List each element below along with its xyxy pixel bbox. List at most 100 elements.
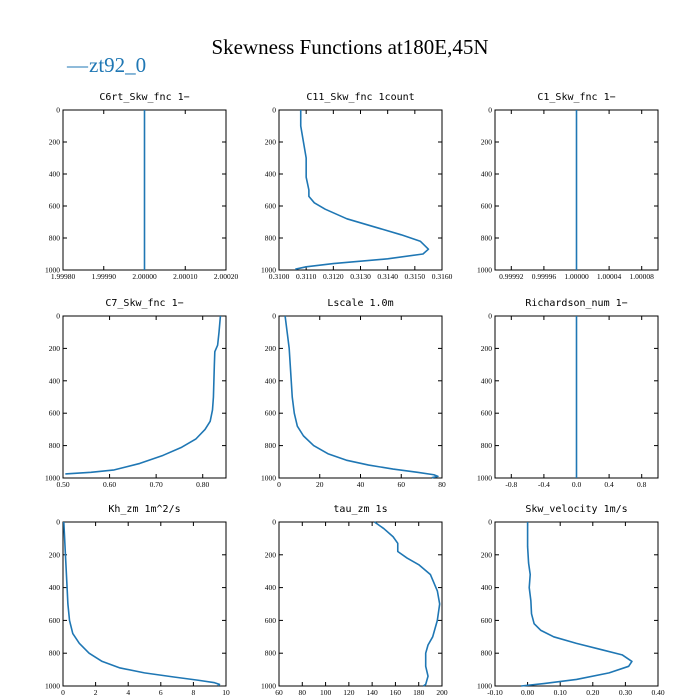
x-tick-label: 0.3160	[432, 272, 453, 281]
y-tick-label: 1000	[477, 682, 492, 691]
x-tick-label: 0.80	[196, 480, 209, 489]
y-tick-label: 0	[56, 518, 60, 527]
y-tick-label: 200	[265, 344, 277, 353]
panel-title: Skw_velocity 1m/s	[525, 504, 627, 515]
y-tick-label: 0	[272, 312, 276, 321]
y-tick-label: 600	[481, 616, 493, 625]
x-tick-label: 0.40	[651, 688, 664, 697]
y-tick-label: 400	[49, 170, 61, 179]
y-tick-label: 800	[49, 234, 61, 243]
x-tick-label: 0.60	[103, 480, 116, 489]
panel-title: C1_Skw_fnc 1−	[537, 92, 615, 103]
figure-title: Skewness Functions at180E,45N	[211, 35, 488, 59]
x-tick-label: 8	[192, 688, 196, 697]
x-tick-label: 60	[275, 688, 283, 697]
x-tick-label: 0.99996	[532, 272, 557, 281]
y-tick-label: 400	[481, 376, 493, 385]
y-tick-label: 400	[49, 583, 61, 592]
plot-frame	[494, 521, 659, 687]
x-tick-label: 0.20	[586, 688, 599, 697]
x-tick-label: 0	[277, 480, 281, 489]
panel-title: Richardson_num 1−	[525, 298, 627, 309]
y-tick-label: 200	[49, 550, 61, 559]
y-tick-label: 200	[265, 138, 277, 147]
chart-panel-1: C11_Skw_fnc 1count 0 200 400 600 800 10000.310…	[261, 92, 453, 281]
x-tick-label: 1.99980	[51, 272, 76, 281]
legend: — zt92_0	[66, 53, 146, 77]
x-tick-label: 120	[343, 688, 355, 697]
x-tick-label: 2	[94, 688, 98, 697]
panel-title: C7_Skw_fnc 1−	[105, 298, 183, 309]
y-tick-label: 600	[265, 616, 277, 625]
series-line-zt92_0	[63, 521, 221, 687]
y-tick-label: 200	[49, 344, 61, 353]
x-tick-label: 0.3120	[323, 272, 344, 281]
panel-title: Lscale 1.0m	[327, 298, 393, 309]
plot-frame	[278, 109, 443, 271]
series-line-zt92_0	[520, 522, 633, 687]
x-tick-label: 60	[398, 480, 406, 489]
x-tick-label: 200	[436, 688, 448, 697]
y-tick-label: 0	[56, 106, 60, 115]
series-line-zt92_0	[374, 521, 441, 687]
plot-frame	[278, 315, 443, 479]
x-tick-label: -0.8	[505, 480, 517, 489]
chart-panel-2: C1_Skw_fnc 1− 0 200 400 600 800 1000 0.99992 0.9…	[477, 92, 659, 281]
x-tick-label: 1.00000	[564, 272, 589, 281]
x-tick-label: 0.3100	[269, 272, 290, 281]
y-tick-label: 600	[49, 616, 61, 625]
legend-label: zt92_0	[89, 53, 146, 77]
y-tick-label: 400	[265, 583, 277, 592]
x-tick-label: 0.99992	[499, 272, 524, 281]
y-tick-label: 0	[272, 518, 276, 527]
y-tick-label: 800	[49, 441, 61, 450]
y-tick-label: 1000	[261, 682, 276, 691]
panel-title: Kh_zm 1m^2/s	[108, 504, 180, 515]
y-tick-label: 1000	[45, 474, 60, 483]
y-tick-label: 600	[49, 409, 61, 418]
x-tick-label: 10	[222, 688, 230, 697]
x-tick-label: 0.3110	[296, 272, 317, 281]
x-tick-label: 1.99990	[92, 272, 117, 281]
x-tick-label: 0.8	[637, 480, 647, 489]
y-tick-label: 200	[481, 550, 493, 559]
x-tick-label: 6	[159, 688, 163, 697]
plot-frame	[62, 521, 227, 687]
y-tick-label: 1000	[261, 474, 276, 483]
y-tick-label: 400	[265, 376, 277, 385]
y-tick-label: 800	[481, 441, 493, 450]
y-tick-label: 200	[481, 344, 493, 353]
x-tick-label: 0.30	[619, 688, 632, 697]
y-tick-label: 400	[265, 170, 277, 179]
x-tick-label: 1.00008	[630, 272, 655, 281]
y-tick-label: 0	[56, 312, 60, 321]
y-tick-label: 600	[265, 409, 277, 418]
y-tick-label: 400	[481, 170, 493, 179]
x-tick-label: 140	[367, 688, 379, 697]
y-tick-label: 0	[488, 312, 492, 321]
plot-frame	[278, 521, 443, 687]
y-tick-label: 200	[49, 138, 61, 147]
x-tick-label: 2.00000	[132, 272, 157, 281]
x-tick-label: 0	[61, 688, 65, 697]
x-tick-label: 0.3140	[377, 272, 398, 281]
legend-symbol: —	[66, 53, 89, 77]
y-tick-label: 0	[488, 518, 492, 527]
panel-title: tau_zm 1s	[333, 504, 387, 515]
chart-panel-8: Skw_velocity 1m/s 0 200 400 600 800 1000-0.10 0…	[477, 504, 665, 697]
y-tick-label: 1000	[45, 682, 60, 691]
y-tick-label: 0	[488, 106, 492, 115]
x-tick-label: 4	[126, 688, 130, 697]
y-tick-label: 800	[481, 649, 493, 658]
series-line-zt92_0	[284, 315, 439, 479]
x-tick-label: 80	[299, 688, 307, 697]
y-tick-label: 400	[481, 583, 493, 592]
y-tick-label: 200	[265, 550, 277, 559]
y-tick-label: 400	[49, 376, 61, 385]
x-tick-label: 0.00	[521, 688, 534, 697]
x-tick-label: 1.00004	[597, 272, 622, 281]
